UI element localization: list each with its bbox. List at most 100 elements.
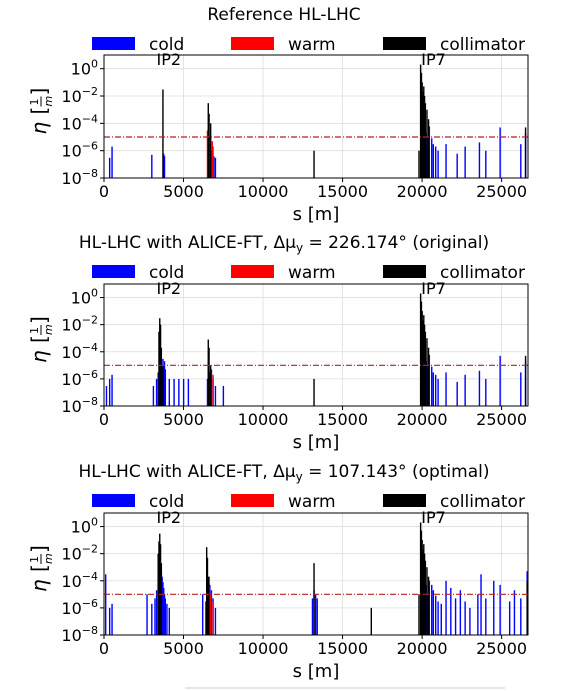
bar-cold — [428, 126, 431, 178]
bar-cold — [210, 590, 213, 635]
y-label-bracket-left: [ — [27, 335, 51, 343]
chart-panel-1: Reference HL-LHC cold warm collimator 0 5000 1… — [27, 5, 529, 225]
y-label-num: 1 — [28, 556, 41, 563]
y-label-num: 1 — [28, 99, 41, 106]
legend-label-cold: cold — [149, 35, 184, 55]
bar-collimator — [420, 530, 423, 635]
y-label-bracket-left: [ — [27, 107, 51, 115]
bar-cold — [428, 580, 431, 635]
bar-cold — [314, 594, 317, 635]
bar-cold — [155, 378, 158, 406]
bar-cold — [435, 146, 437, 178]
bar-cold — [435, 374, 437, 406]
bar-cold — [206, 378, 209, 406]
bar-cold — [163, 594, 166, 635]
bar-collimator — [208, 347, 210, 406]
bar-cold — [445, 580, 447, 635]
bar-cold — [187, 378, 190, 406]
bar-cold — [151, 154, 153, 178]
bar-collimator — [207, 103, 209, 178]
bar-collimator — [422, 549, 424, 635]
x-tick-label: 10000 — [238, 182, 289, 201]
y-label-den: m — [42, 96, 55, 107]
bar-cold — [164, 598, 167, 635]
bar-warm — [209, 137, 211, 178]
bar-cold — [111, 603, 113, 635]
bar-cold — [222, 385, 225, 406]
plot-frame — [103, 283, 529, 407]
bar-cold — [214, 607, 217, 635]
annotation-ip7: IP7 — [421, 50, 446, 69]
bar-collimator — [157, 553, 159, 635]
bar-cold — [205, 601, 207, 635]
x-tick-label: 10000 — [238, 410, 289, 429]
bar-collimator — [207, 339, 209, 406]
bar-collimator — [313, 378, 315, 406]
bar-cold — [464, 601, 466, 635]
bar-cold — [499, 584, 501, 635]
bar-collimator — [426, 338, 428, 406]
bar-cold — [454, 598, 457, 635]
bar-collimator — [313, 563, 315, 635]
bar-collimator — [427, 347, 430, 406]
x-tick-label: 15000 — [317, 410, 368, 429]
chart-title: Reference HL-LHC — [207, 5, 360, 25]
x-tick-label: 25000 — [476, 410, 527, 429]
x-tick-label: 25000 — [476, 182, 527, 201]
legend-label-cold: cold — [149, 492, 184, 512]
bar-cold — [499, 127, 501, 178]
bar-collimator — [421, 311, 423, 406]
y-tick-label: 10−4 — [61, 112, 98, 133]
y-tick-label: 10−8 — [61, 167, 98, 188]
bar-cold — [464, 374, 466, 406]
bar-collimator — [419, 64, 422, 178]
legend-swatch-cold — [92, 494, 135, 507]
bar-collimator — [158, 331, 160, 406]
y-label-eta: η — [27, 122, 51, 135]
legend-swatch-collimator — [383, 265, 426, 278]
bar-collimator — [206, 557, 209, 635]
y-label-num: 1 — [28, 327, 41, 334]
bar-collimator — [208, 113, 210, 178]
bar-cold — [163, 156, 166, 178]
legend-label-cold: cold — [149, 263, 184, 283]
legend-swatch-warm — [231, 265, 274, 278]
bar-warm — [206, 130, 209, 178]
bar-collimator — [423, 315, 425, 406]
y-label-bracket-right: ] — [27, 88, 51, 96]
chart-title: HL-LHC with ALICE-FT, Δμy = 107.143° (op… — [79, 462, 490, 484]
bar-cold — [456, 381, 458, 406]
bar-cold — [459, 590, 462, 635]
bar-cold — [480, 574, 482, 635]
bar-collimator — [162, 89, 164, 178]
x-tick-label: 0 — [99, 182, 109, 201]
bar-cold — [520, 144, 522, 178]
bar-warm — [212, 601, 214, 635]
legend-swatch-warm — [231, 37, 274, 50]
bar-collimator — [422, 91, 424, 178]
bar-cold — [104, 574, 107, 635]
y-tick-label: 100 — [71, 287, 98, 308]
y-tick-label: 10−8 — [61, 624, 98, 645]
bar-cold — [168, 607, 171, 635]
bar-cold — [432, 590, 435, 635]
bar-cold — [478, 370, 481, 406]
bar-collimator — [427, 119, 430, 178]
bar-cold — [425, 132, 427, 178]
bar-cold — [146, 594, 148, 635]
bar-cold — [108, 157, 111, 178]
y-label-bracket-right: ] — [27, 316, 51, 324]
bar-cold — [178, 378, 180, 406]
bar-collimator — [422, 320, 424, 406]
x-tick-label: 20000 — [397, 182, 448, 201]
y-axis-label: η [1 m] — [27, 545, 55, 592]
bar-collimator — [209, 365, 212, 406]
bar-collimator — [158, 541, 160, 635]
bar-cold — [450, 587, 452, 635]
annotation-ip7: IP7 — [421, 279, 446, 298]
bar-cold — [445, 144, 447, 178]
bar-warm — [212, 374, 214, 406]
legend-swatch-collimator — [383, 37, 426, 50]
x-tick-label: 0 — [99, 410, 109, 429]
bar-collimator — [421, 82, 423, 178]
